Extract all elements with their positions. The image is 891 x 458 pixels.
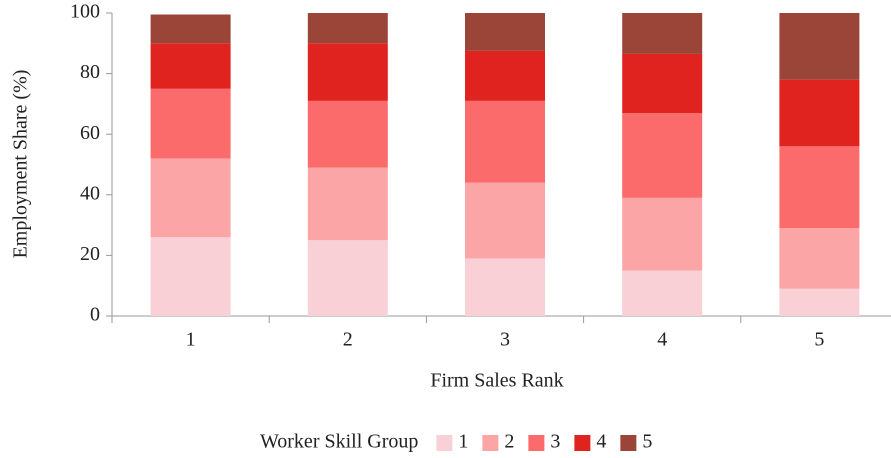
legend-label: 4 xyxy=(596,431,606,453)
legend-swatch xyxy=(620,435,637,451)
bar-segment xyxy=(779,228,860,289)
bar-segment xyxy=(465,182,545,259)
x-tick-label: 2 xyxy=(343,329,353,351)
bar-segment xyxy=(779,288,860,316)
bar-segment xyxy=(622,112,703,198)
x-tick-label: 5 xyxy=(814,329,824,351)
y-axis-label: Employment Share (%) xyxy=(10,70,32,259)
legend-swatch xyxy=(574,435,591,451)
x-tick-label: 1 xyxy=(186,329,196,351)
bar-segment xyxy=(150,237,231,316)
bar-segment xyxy=(465,100,545,183)
y-tick-label: 60 xyxy=(80,122,100,144)
bar-segment xyxy=(465,13,545,51)
bar-segment xyxy=(622,197,703,271)
bar-segment xyxy=(307,13,388,44)
bar-segment xyxy=(150,88,231,159)
x-axis-label: Firm Sales Rank xyxy=(430,370,563,392)
y-tick-label: 80 xyxy=(80,61,100,83)
bar-segment xyxy=(307,43,388,101)
bar-segment xyxy=(622,53,703,113)
legend-label: 3 xyxy=(550,431,560,453)
y-tick-label: 0 xyxy=(90,304,100,326)
bar-segment xyxy=(779,146,860,229)
y-tick-label: 40 xyxy=(80,182,100,204)
legend-title: Worker Skill Group xyxy=(260,431,418,453)
bar-segment xyxy=(622,13,703,54)
x-tick-label: 4 xyxy=(657,329,667,351)
bar-segment xyxy=(307,100,388,168)
legend-label: 2 xyxy=(504,431,514,453)
legend-label: 5 xyxy=(642,431,652,453)
bar-segment xyxy=(150,43,231,89)
legend-swatch xyxy=(482,435,499,451)
y-tick-label: 100 xyxy=(70,1,100,23)
bar-segment xyxy=(307,167,388,241)
bar-segment xyxy=(622,270,703,316)
legend-label: 1 xyxy=(458,431,468,453)
bar-segment xyxy=(465,50,545,101)
legend-swatch xyxy=(436,435,453,451)
bar-segment xyxy=(465,258,545,316)
y-tick-label: 20 xyxy=(80,243,100,265)
bar-segment xyxy=(779,13,860,80)
bar-segment xyxy=(779,79,860,147)
bar-segment xyxy=(150,14,231,44)
bar-segment xyxy=(307,240,388,316)
bar-segment xyxy=(150,158,231,238)
legend-swatch xyxy=(528,435,545,451)
x-tick-label: 3 xyxy=(500,329,510,351)
